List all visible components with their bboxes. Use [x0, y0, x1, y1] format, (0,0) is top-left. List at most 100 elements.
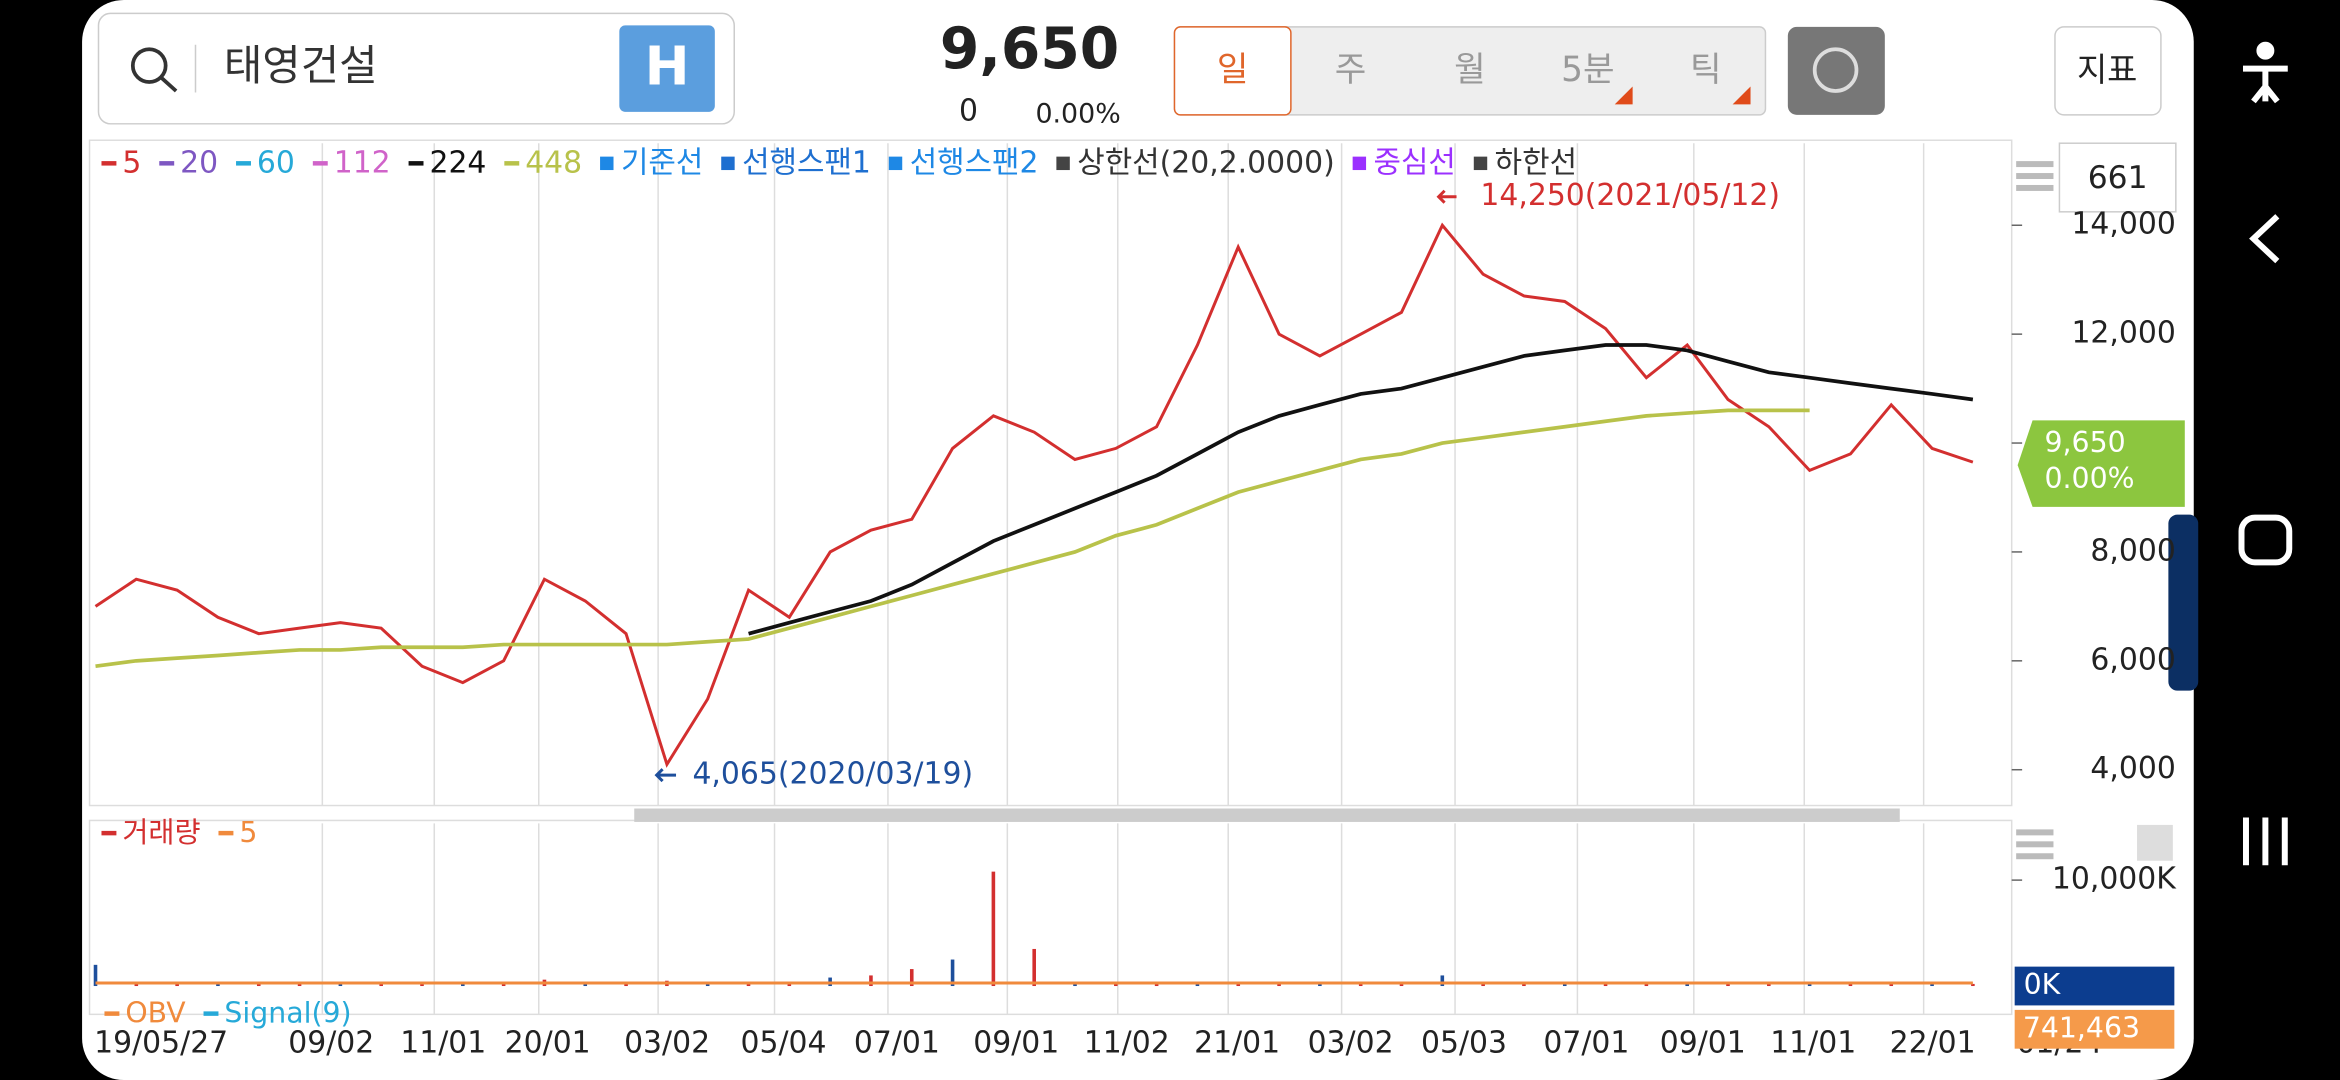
legend-swatch [101, 830, 117, 836]
price-panel [88, 139, 2013, 807]
counter-box [2058, 142, 2177, 213]
legend-swatch [159, 161, 175, 166]
volume-bar [1971, 983, 1975, 987]
x-tick-label: 03/02 [1308, 1026, 1394, 1061]
low-label: 4,065(2020/03/19) [692, 757, 973, 792]
volume-bar [1848, 983, 1853, 987]
y-tick-label: 12,000 [2071, 316, 2175, 351]
legend-swatch [1473, 156, 1488, 171]
x-tick-label: 09/02 [288, 1026, 374, 1061]
volume-bar [909, 969, 914, 987]
change: 0 [959, 93, 978, 128]
legend-label: 선행스팬1 [742, 146, 871, 181]
volume-bar [1522, 983, 1526, 987]
tab-active[interactable] [1173, 26, 1292, 116]
tab-label: 월 [1454, 50, 1486, 90]
x-tick-label: 22/01 [1890, 1026, 1976, 1061]
draw-icon [1812, 47, 1859, 93]
tab-label: 5분 [1561, 50, 1614, 90]
legend-swatch [504, 161, 520, 166]
search-icon [159, 76, 178, 93]
volume-bar [869, 975, 873, 987]
legend-label: 20 [180, 146, 218, 181]
side-tab[interactable] [2168, 514, 2199, 691]
change-pct: 0.00% [1035, 98, 1120, 129]
legend-label: 하한선 [1495, 146, 1577, 181]
volume-bar [338, 983, 343, 987]
price-line [748, 343, 1974, 636]
legend-label: OBV [125, 996, 186, 1029]
legend-swatch [312, 161, 328, 166]
y-tick-label: 4,000 [2090, 751, 2175, 786]
volume-bar [256, 983, 261, 987]
x-tick-label: 11/02 [1084, 1026, 1170, 1061]
volume-bar [1930, 983, 1934, 987]
price-tag-pct: 0.00% [2045, 462, 2135, 495]
volume-bar [1154, 983, 1159, 987]
volume-bar [1889, 983, 1894, 987]
x-tick-label: 03/02 [624, 1026, 710, 1061]
legend-swatch [236, 161, 251, 166]
x-tick-label: 21/01 [1194, 1026, 1280, 1061]
volume-bar [93, 964, 98, 987]
indicator-button[interactable] [2054, 26, 2162, 116]
draw-button[interactable] [1787, 26, 1885, 115]
x-tick-label: 09/01 [973, 1026, 1059, 1061]
low-marker [654, 768, 677, 783]
x-tick-label: 20/01 [505, 1026, 591, 1061]
panel-handle [2016, 161, 2054, 860]
x-tick-label: 11/01 [400, 1026, 486, 1061]
x-tick-label: 05/03 [1421, 1026, 1507, 1061]
h-label: H [645, 35, 690, 98]
legend-label: 5 [239, 816, 257, 849]
price-tag [2017, 420, 2185, 507]
volume-bar [216, 983, 220, 987]
x-tick-label: 07/01 [1543, 1026, 1629, 1061]
x-tick-label: 09/01 [1660, 1026, 1746, 1061]
volume-bar [1440, 975, 1445, 987]
legend-label: 기준선 [621, 146, 703, 181]
volume-bar [501, 983, 506, 987]
volume-bar [1685, 983, 1689, 987]
volume-bar [1236, 983, 1241, 987]
legend-swatch [888, 156, 903, 171]
close-button[interactable] [2137, 824, 2173, 861]
price-line [94, 222, 1974, 768]
counter: 661 [2088, 160, 2148, 196]
search-box[interactable] [97, 12, 735, 125]
volume-bar [950, 959, 955, 987]
indicator-label: 지표 [2077, 51, 2137, 89]
volume-bar [1726, 983, 1730, 987]
volume-bar [991, 871, 996, 987]
legend-label: 거래량 [122, 816, 200, 849]
obv-tag [2014, 1009, 2175, 1049]
legend-swatch [203, 1011, 219, 1016]
tab-label: 틱 [1690, 50, 1722, 90]
volume-bar [1767, 983, 1771, 987]
volume-bar [1481, 983, 1485, 987]
legend-label: 60 [257, 146, 295, 181]
legend-label: 112 [334, 146, 391, 181]
tab-label: 일 [1217, 50, 1249, 90]
volume-bar [1358, 983, 1363, 987]
price-line [95, 408, 1810, 669]
high-label: 14,250(2021/05/12) [1480, 178, 1780, 213]
legend-label: 224 [429, 146, 486, 181]
scrollbar[interactable] [634, 808, 1900, 822]
legend-swatch [1352, 156, 1367, 171]
legend-swatch [408, 161, 424, 166]
legend-swatch [104, 1011, 120, 1016]
tab-corner [1732, 86, 1751, 105]
price-tag-label: 9,650 [2045, 426, 2126, 459]
x-tick-label: 11/01 [1770, 1026, 1856, 1061]
obv-tag-label: 741,463 [2023, 1011, 2140, 1044]
y-tick-label: 8,000 [2090, 533, 2175, 568]
legend-swatch [1056, 156, 1070, 171]
h-button[interactable] [619, 25, 715, 112]
legend-label: 5 [122, 146, 141, 181]
high-marker [1436, 189, 1457, 204]
tab-corner [1614, 86, 1633, 105]
volume-bar [1277, 983, 1281, 987]
x-tick-label: 05/04 [740, 1026, 826, 1061]
